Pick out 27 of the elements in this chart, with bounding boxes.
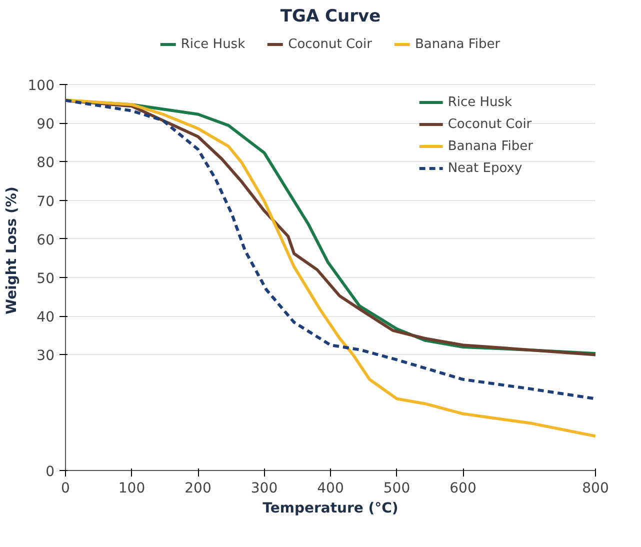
y-tick-label: 90 [36, 116, 55, 133]
y-tick-label: 60 [36, 232, 55, 248]
x-tick-label: 300 [250, 480, 278, 496]
y-tick-label: 70 [36, 194, 55, 210]
x-axis-title: Temperature (°C) [262, 500, 398, 516]
y-tick-label: 80 [36, 155, 55, 172]
y-tick-label: 40 [36, 310, 55, 326]
x-tick-label: 0 [61, 480, 70, 496]
chart-title: TGA Curve [280, 6, 381, 26]
x-tick-label: 500 [383, 480, 410, 496]
y-tick-label: 50 [36, 271, 55, 288]
text: Banana Fiber [414, 36, 500, 52]
x-tick-label: 200 [184, 480, 212, 496]
legend-label: Rice Husk [448, 94, 512, 110]
y-tick-label: 0 [46, 464, 55, 480]
text: Rice Husk [180, 36, 246, 52]
legend-label: Banana Fiber [448, 138, 533, 154]
x-tick-label: 800 [582, 480, 609, 496]
y-tick-label: 100 [28, 78, 55, 94]
text: Coconut Coir [288, 36, 372, 52]
y-axis-title: Weight Loss (%) [4, 186, 20, 314]
x-tick-label: 600 [450, 480, 476, 496]
legend-label: Coconut Coir [448, 116, 532, 132]
x-tick-label: 400 [317, 480, 344, 496]
y-tick-label: 30 [36, 348, 55, 364]
x-tick-label: 100 [118, 480, 146, 496]
legend-label: Neat Epoxy [448, 160, 522, 176]
